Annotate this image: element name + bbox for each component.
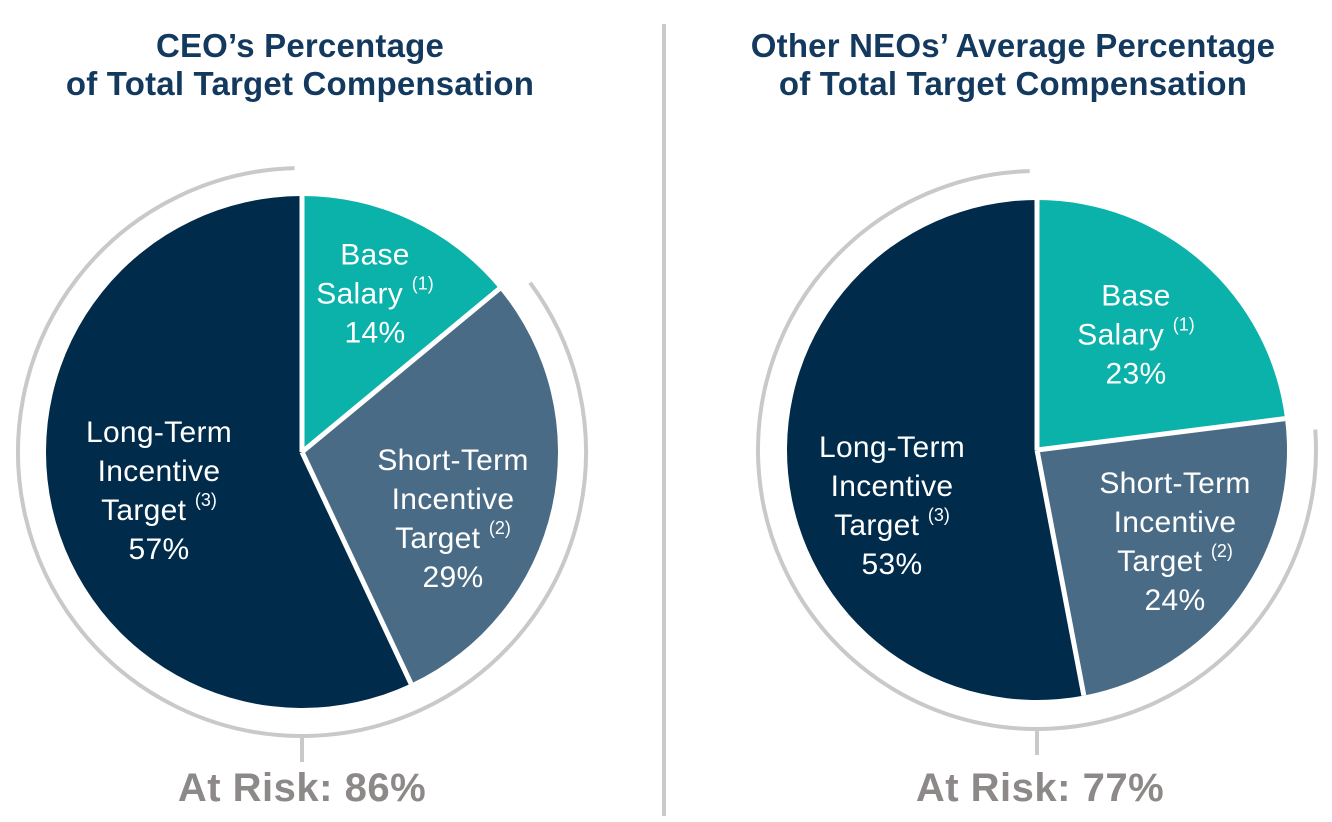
ceo-pie-svg [16, 166, 588, 762]
ceo-pie-chart: Base Salary (1) 14% Short-Term Incentive Targ… [2, 148, 602, 808]
ceo-chart-panel: CEO’s Percentage of Total Target Compens… [0, 0, 662, 822]
pie-slice-short-term-incentive-target [1037, 418, 1287, 696]
pie-slice-long-term-incentive-target [787, 200, 1084, 700]
neo-chart-title-line1: Other NEOs’ Average Percentage [750, 27, 1276, 64]
neo-chart-panel: Other NEOs’ Average Percentage of Total … [666, 0, 1332, 822]
neo-pie-chart: Base Salary (1) 23% Short-Term Incentive Targ… [737, 146, 1332, 806]
ceo-chart-title-line2: of Total Target Compensation [65, 65, 535, 102]
pie-slice-base-salary [302, 196, 500, 452]
vertical-divider [662, 24, 666, 816]
slice-separator [299, 450, 414, 685]
at-risk-ring [16, 166, 588, 738]
neo-at-risk-label: At Risk: 77% [915, 766, 1165, 810]
neo-chart-title-line2: of Total Target Compensation [778, 65, 1248, 102]
ceo-at-risk-label: At Risk: 86% [177, 766, 427, 810]
at-risk-ring [756, 169, 1318, 731]
slice-separator [1034, 449, 1087, 697]
ceo-chart-title-line1: CEO’s Percentage [155, 27, 445, 64]
neo-chart-title: Other NEOs’ Average Percentage of Total … [713, 27, 1313, 103]
pie-slice-base-salary [1037, 200, 1286, 450]
ceo-chart-title: CEO’s Percentage of Total Target Compens… [0, 27, 600, 103]
slice-separator [1036, 416, 1286, 453]
pie-slice-long-term-incentive-target [46, 196, 411, 708]
neo-pie-svg [756, 169, 1318, 755]
slice-separator [300, 286, 501, 454]
